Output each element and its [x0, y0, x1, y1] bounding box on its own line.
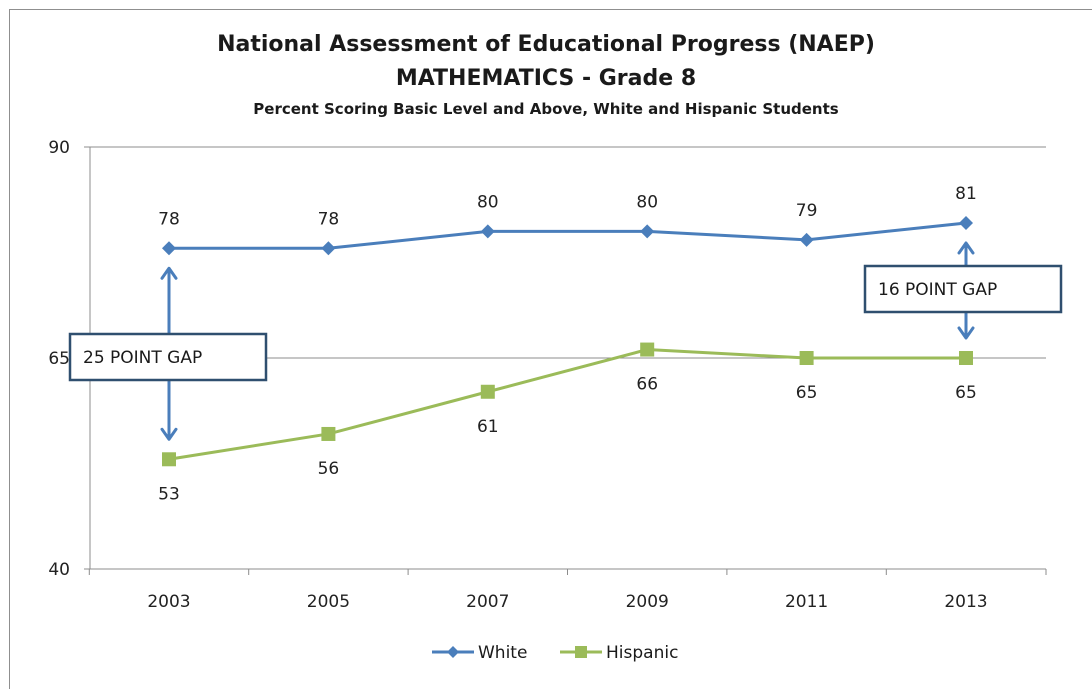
chart-title: National Assessment of Educational Progr… [217, 32, 875, 57]
gap-annotation-text: 25 POINT GAP [83, 348, 202, 368]
data-point-white [959, 215, 973, 230]
arrow-head [957, 241, 975, 255]
chart-caption: Percent Scoring Basic Level and Above, W… [253, 100, 839, 118]
data-point-white [799, 232, 814, 247]
y-tick-label: 40 [48, 560, 70, 580]
series-line-white [169, 221, 967, 250]
data-point-hispanic [799, 351, 814, 365]
gap-annotation-box [863, 264, 1063, 314]
arrow-head [160, 266, 178, 280]
data-label-white: 80 [636, 192, 658, 212]
arrow-head [160, 427, 178, 441]
data-label-hispanic: 65 [796, 383, 818, 403]
data-label-white: 78 [318, 209, 340, 229]
y-tick-label: 65 [48, 349, 70, 369]
data-label-white: 78 [158, 209, 180, 229]
arrow-head [957, 326, 975, 340]
data-label-white: 80 [477, 192, 499, 212]
chart-frame [9, 9, 1092, 689]
data-point-white [480, 224, 495, 239]
data-label-hispanic: 56 [318, 459, 340, 479]
data-label-white: 79 [796, 201, 818, 221]
data-point-hispanic [480, 384, 495, 399]
x-tick-label: 2007 [466, 592, 509, 612]
gap-annotation-text: 16 POINT GAP [878, 280, 997, 300]
series-line-hispanic [168, 348, 966, 461]
chart-titles: National Assessment of Educational Progr… [0, 28, 1092, 122]
data-point-white [321, 241, 336, 256]
x-tick-label: 2003 [147, 592, 190, 612]
data-point-white [640, 224, 655, 239]
legend-label-white: White [478, 643, 527, 663]
data-label-hispanic: 61 [477, 417, 499, 437]
legend-label-hispanic: Hispanic [606, 643, 678, 663]
x-tick-label: 2009 [626, 592, 669, 612]
data-point-hispanic [959, 351, 973, 365]
data-label-hispanic: 66 [636, 375, 658, 395]
legend-marker-hispanic [575, 646, 587, 658]
legend-marker-white [447, 646, 459, 658]
data-label-white: 81 [955, 184, 977, 204]
y-tick-label: 90 [48, 138, 70, 158]
data-label-hispanic: 65 [955, 383, 977, 403]
data-point-hispanic [321, 426, 336, 441]
data-point-white [162, 241, 176, 256]
x-tick-label: 2005 [307, 592, 350, 612]
x-tick-label: 2011 [785, 592, 828, 612]
gap-annotation-box [68, 332, 268, 382]
x-tick-label: 2013 [944, 592, 987, 612]
data-point-hispanic [162, 452, 176, 467]
data-point-hispanic [640, 342, 655, 357]
data-label-hispanic: 53 [158, 484, 180, 504]
chart-subtitle: MATHEMATICS - Grade 8 [395, 66, 697, 91]
